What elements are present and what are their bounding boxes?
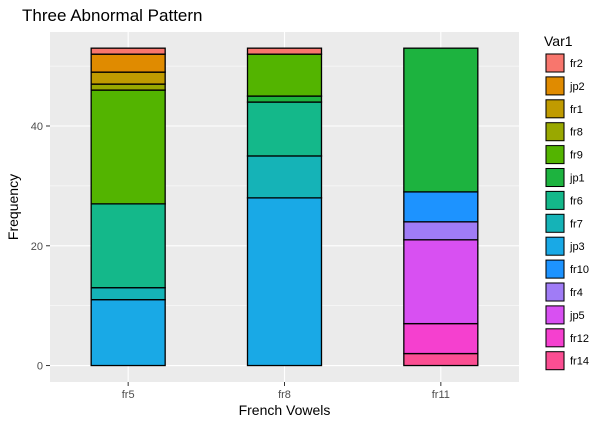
bar-segment-fr5-fr2: [90, 47, 166, 55]
bar-segment-fr5-jp3: [90, 299, 166, 367]
bars-layer: [90, 47, 479, 367]
bar-segment-fr11-fr10: [403, 191, 479, 223]
bar-segment-fr5-fr7: [90, 287, 166, 301]
bar-segment-fr11-fr4: [403, 221, 479, 241]
legend-label-jp2: jp2: [569, 81, 585, 93]
legend-label-fr10: fr10: [570, 264, 589, 276]
legend-label-jp1: jp1: [569, 173, 585, 185]
legend-swatch-jp1: [545, 168, 565, 187]
legend-label-jp3: jp3: [569, 241, 585, 253]
axes-layer: 0 20 40 fr5 fr8 fr11: [31, 121, 450, 401]
legend-swatch-fr14: [545, 351, 565, 371]
y-tick-label: 20: [31, 241, 43, 253]
bar-segment-fr11-jp1: [403, 47, 479, 193]
bar-segment-fr11-fr12: [403, 322, 479, 355]
legend-title: Var1: [544, 33, 573, 49]
bar-segment-fr8-fr2: [246, 47, 323, 55]
legend-swatch-fr2: [545, 53, 565, 73]
legend-label-fr2: fr2: [570, 58, 583, 70]
x-tick-label: fr5: [122, 389, 135, 401]
legend-label-fr14: fr14: [570, 356, 589, 368]
bar-segment-fr8-jp1: [246, 95, 323, 103]
bar-segment-fr5-fr8: [90, 83, 166, 91]
bar-segment-fr8-fr6: [246, 101, 323, 157]
y-tick-label: 0: [37, 361, 43, 373]
legend-swatch-jp3: [545, 236, 565, 256]
bar-segment-fr5-fr9: [90, 89, 166, 205]
legend-swatch-fr1: [545, 99, 565, 119]
legend: Var1 fr2 jp2 fr1 fr8 fr9 jp1 fr6 fr7 jp3 fr10 fr4 j…: [544, 33, 589, 371]
legend-label-fr1: fr1: [570, 104, 583, 116]
legend-label-fr6: fr6: [570, 195, 583, 207]
bar-segment-fr11-fr14: [403, 352, 479, 367]
legend-swatch-jp5: [545, 305, 565, 325]
legend-swatch-fr10: [545, 259, 565, 279]
legend-swatch-fr9: [545, 145, 565, 165]
legend-label-fr12: fr12: [570, 333, 589, 345]
legend-swatch-jp2: [545, 76, 565, 96]
legend-label-fr9: fr9: [570, 150, 583, 162]
legend-swatch-fr7: [545, 213, 565, 233]
legend-label-fr8: fr8: [570, 127, 583, 139]
legend-label-fr4: fr4: [570, 287, 583, 299]
legend-swatch-fr6: [545, 190, 565, 210]
bar-segment-fr5-fr1: [90, 71, 166, 85]
legend-swatch-fr8: [545, 122, 565, 142]
bar-segment-fr8-fr7: [246, 155, 323, 199]
legend-swatch-fr12: [545, 328, 565, 348]
bar-segment-fr5-fr6: [90, 203, 166, 289]
chart-title: Three Abnormal Pattern: [22, 6, 202, 25]
legend-label-fr7: fr7: [570, 218, 583, 230]
y-tick-label: 40: [31, 121, 43, 133]
y-axis-label: Frequency: [5, 174, 21, 240]
bar-segment-fr11-jp5: [403, 239, 479, 325]
bar-segment-fr8-fr9: [246, 53, 323, 97]
x-tick-label: fr8: [278, 389, 291, 401]
legend-label-jp5: jp5: [569, 310, 585, 322]
legend-swatch-fr4: [545, 282, 565, 302]
x-axis-label: French Vowels: [239, 402, 331, 418]
bar-segment-fr5-jp2: [90, 53, 166, 73]
x-tick-label: fr11: [432, 389, 450, 401]
bar-segment-fr8-jp3: [246, 197, 323, 367]
